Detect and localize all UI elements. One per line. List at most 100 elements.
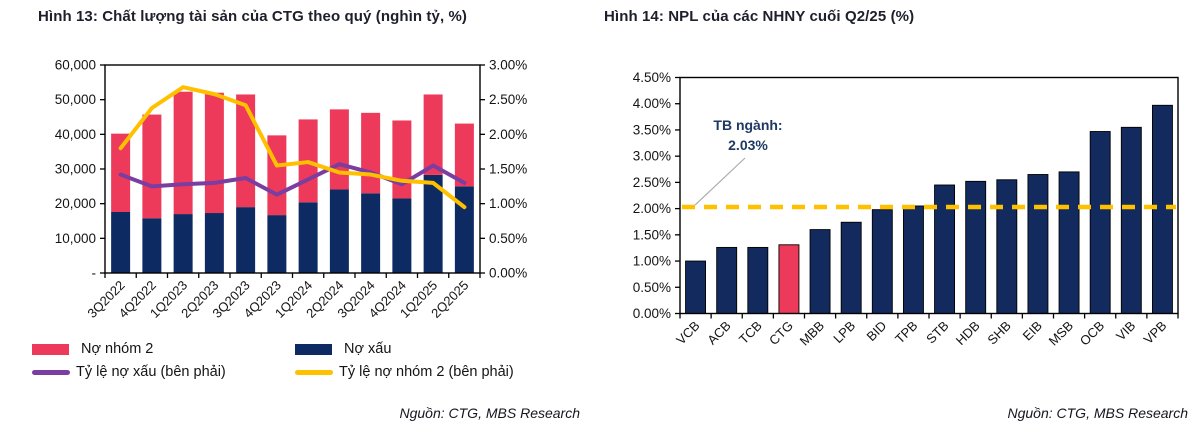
npl-bar-CTG	[778, 244, 800, 314]
npl-bar-2Q2023	[204, 213, 224, 273]
legend-label: Nợ nhóm 2	[81, 341, 154, 357]
y-axis-left: - 10,000 20,000 30,000 40,000 50,000 60,000	[55, 58, 105, 281]
svg-text:3.00%: 3.00%	[489, 58, 527, 73]
svg-text:BID: BID	[864, 318, 890, 344]
svg-text:2.50%: 2.50%	[489, 92, 527, 107]
group2-bar-2Q2024	[329, 109, 349, 190]
svg-text:MSB: MSB	[1046, 318, 1077, 349]
svg-text:-: -	[92, 266, 97, 281]
y-axis-right: 0.00% 0.50% 1.00% 1.50% 2.00% 2.50% 3.00%	[480, 58, 527, 281]
svg-text:1.00%: 1.00%	[489, 196, 527, 211]
svg-text:LPB: LPB	[830, 318, 858, 346]
group2-ratio-line	[118, 85, 467, 210]
group2-bar-3Q2023	[236, 94, 256, 208]
npl-bar-3Q2022	[111, 211, 131, 273]
npl-bar-TPB	[902, 205, 924, 314]
npl-bar-VIB	[1120, 126, 1142, 314]
group2-bar-4Q2023	[267, 135, 287, 216]
group2-bar-1Q2025	[423, 94, 443, 175]
npl-comparison-chart: 0.00% 0.50% 1.00% 1.50% 2.00% 2.50% 3.00% 3.50%…	[633, 70, 1179, 349]
legend-label: Nợ xấu	[344, 341, 392, 357]
svg-text:OCB: OCB	[1077, 318, 1108, 349]
npl-bar-VPB	[1151, 104, 1173, 314]
legend-label: Tỷ lệ nợ nhóm 2 (bên phải)	[339, 364, 514, 380]
industry-average-annotation: TB ngành: 2.03%	[699, 115, 797, 155]
svg-text:3.00%: 3.00%	[633, 149, 671, 164]
no-xau-swatch	[295, 343, 332, 355]
chart-legend: Nợ nhóm 2 Nợ xấu Tỷ lệ nợ xấu (bên phải)…	[32, 341, 584, 380]
npl-bar-LPB	[840, 221, 862, 314]
npl-ratio-line-marker	[32, 369, 70, 375]
svg-text:SHB: SHB	[984, 318, 1014, 348]
svg-text:30,000: 30,000	[55, 162, 96, 177]
npl-bar-4Q2023	[267, 215, 287, 273]
svg-text:TCB: TCB	[736, 318, 765, 347]
npl-bar-1Q2023	[173, 214, 193, 273]
svg-text:1.50%: 1.50%	[633, 227, 671, 242]
svg-text:4.50%: 4.50%	[633, 70, 671, 85]
svg-text:0.50%: 0.50%	[489, 231, 527, 246]
svg-text:EIB: EIB	[1020, 318, 1045, 343]
svg-text:VCB: VCB	[673, 318, 703, 348]
npl-bar-OCB	[1089, 131, 1111, 314]
industry-average-label: TB ngành:	[713, 117, 783, 133]
svg-text:2.50%: 2.50%	[633, 175, 671, 190]
svg-text:TPB: TPB	[892, 318, 920, 346]
svg-text:1.00%: 1.00%	[633, 254, 671, 269]
npl-bar-ACB	[716, 246, 738, 314]
group2-bar-2Q2023	[204, 92, 224, 214]
svg-text:ACB: ACB	[704, 318, 734, 348]
svg-text:0.50%: 0.50%	[633, 280, 671, 295]
svg-text:3.50%: 3.50%	[633, 122, 671, 137]
svg-text:HDB: HDB	[953, 318, 983, 348]
x-axis: 3Q20224Q20221Q20232Q20233Q20234Q20231Q20…	[84, 273, 481, 321]
svg-text:4.00%: 4.00%	[633, 96, 671, 111]
svg-text:0.00%: 0.00%	[489, 266, 527, 281]
npl-bar-2Q2025	[454, 186, 474, 273]
figure-14-title: Hình 14: NPL của các NHNY cuối Q2/25 (%)	[604, 8, 915, 25]
group2-bar-4Q2022	[142, 114, 162, 219]
svg-text:VIB: VIB	[1113, 318, 1138, 343]
npl-bar-VCB	[685, 260, 707, 314]
legend-item-no-xau: Nợ xấu	[295, 341, 584, 357]
svg-text:50,000: 50,000	[55, 92, 96, 107]
npl-bar-TCB	[747, 246, 769, 314]
npl-bar-1Q2025	[423, 174, 443, 273]
source-note-right: Nguồn: CTG, MBS Research	[1007, 405, 1188, 421]
npl-bar-1Q2024	[298, 202, 318, 273]
annotation-leader-line	[694, 157, 746, 206]
svg-text:0.00%: 0.00%	[633, 306, 671, 321]
svg-text:CTG: CTG	[766, 318, 796, 348]
ctg-asset-quality-chart: - 10,000 20,000 30,000 40,000 50,000 60,000 0.0…	[55, 58, 528, 321]
svg-text:20,000: 20,000	[55, 196, 96, 211]
svg-text:2.00%: 2.00%	[489, 127, 527, 142]
npl-bar-HDB	[965, 180, 987, 314]
npl-ratio-line	[118, 162, 467, 197]
x-axis: VCB ACB TCB CTG MBB LPB BID TPB STB HDB SHB EIB MSB O…	[673, 313, 1179, 349]
npl-bar-MSB	[1058, 171, 1080, 314]
npl-bar-STB	[934, 184, 956, 314]
y-axis: 0.00% 0.50% 1.00% 1.50% 2.00% 2.50% 3.00% 3.50%…	[633, 70, 680, 321]
npl-bar-3Q2024	[361, 193, 381, 273]
industry-average-value: 2.03%	[728, 137, 768, 153]
figure-13-title: Hình 13: Chất lượng tài sản của CTG theo…	[38, 8, 468, 25]
svg-text:MBB: MBB	[797, 318, 828, 349]
npl-bar-BID	[871, 209, 893, 314]
svg-text:STB: STB	[923, 318, 951, 346]
legend-label: Tỷ lệ nợ xấu (bên phải)	[76, 364, 226, 380]
npl-bar-4Q2024	[392, 198, 412, 273]
source-note-left: Nguồn: CTG, MBS Research	[399, 405, 580, 421]
npl-bar-4Q2022	[142, 218, 162, 273]
svg-text:2.00%: 2.00%	[633, 201, 671, 216]
npl-bar-3Q2023	[236, 207, 256, 273]
group2-bar-3Q2024	[361, 112, 381, 194]
legend-item-no-nhom-2: Nợ nhóm 2	[32, 341, 295, 357]
npl-bar-EIB	[1027, 174, 1049, 314]
npl-bar-2Q2024	[329, 189, 349, 273]
npl-bar-MBB	[809, 229, 831, 314]
svg-text:40,000: 40,000	[55, 127, 96, 142]
group2-bar-2Q2025	[454, 123, 474, 187]
legend-item-ty-le-no-nhom-2: Tỷ lệ nợ nhóm 2 (bên phải)	[295, 364, 584, 380]
no-nhom-2-swatch	[32, 343, 69, 355]
